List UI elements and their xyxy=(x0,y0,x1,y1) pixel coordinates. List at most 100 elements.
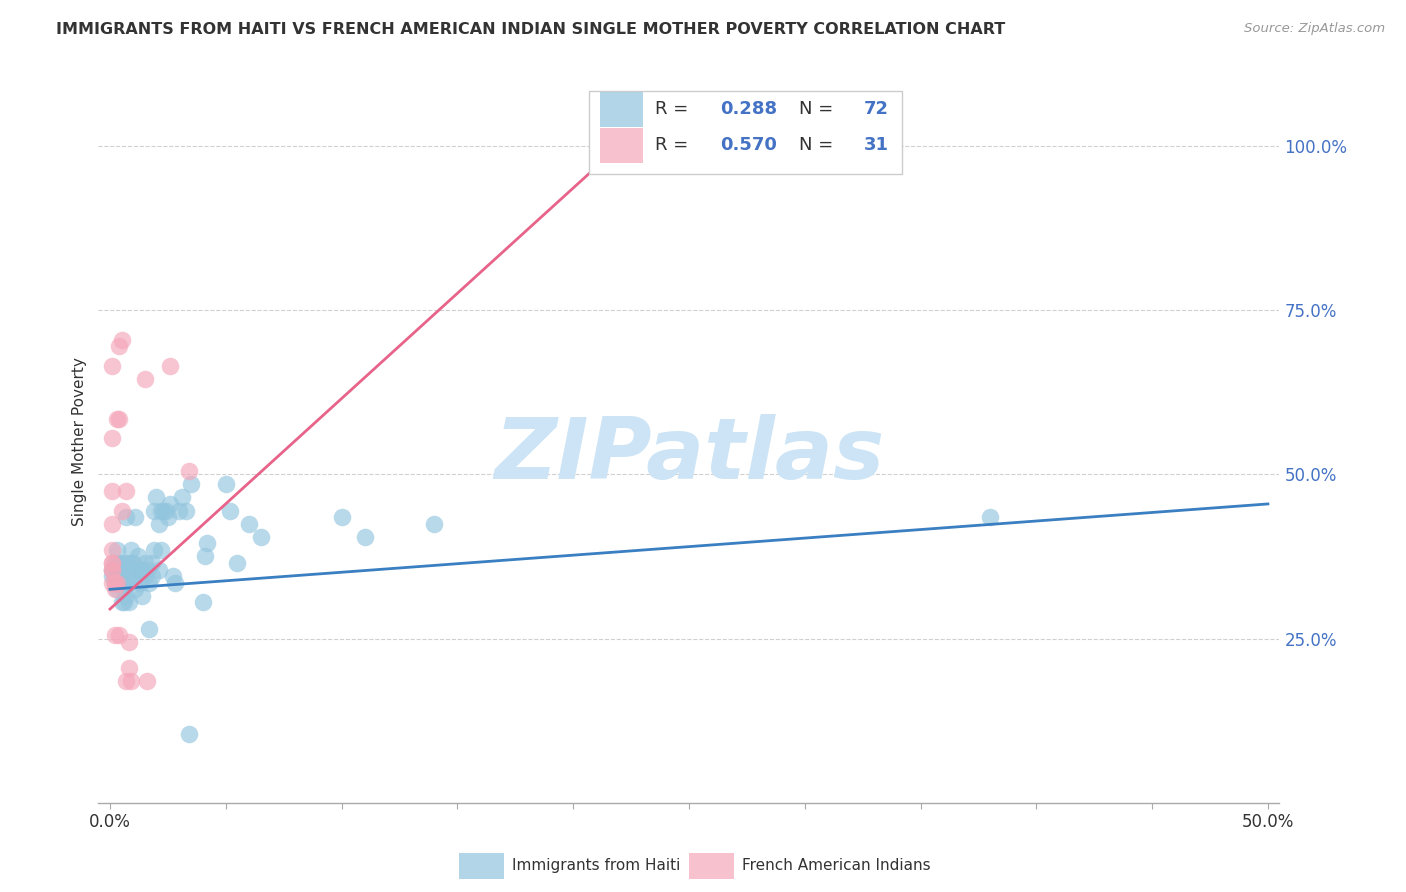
Point xyxy=(101,563,124,577)
Point xyxy=(117,661,139,675)
Point xyxy=(136,563,159,577)
Point xyxy=(105,582,128,597)
Point xyxy=(176,503,198,517)
Point xyxy=(108,556,131,570)
Point xyxy=(117,575,139,590)
Point xyxy=(101,569,124,583)
Bar xyxy=(689,854,734,879)
Point xyxy=(149,503,172,517)
Point xyxy=(127,563,149,577)
Text: French American Indians: French American Indians xyxy=(742,858,931,873)
Point xyxy=(104,628,127,642)
Point xyxy=(134,372,156,386)
Point xyxy=(194,549,217,564)
Point xyxy=(138,622,160,636)
Point xyxy=(115,510,138,524)
Point xyxy=(101,556,124,570)
Point xyxy=(108,575,131,590)
FancyBboxPatch shape xyxy=(589,91,901,174)
Text: R =: R = xyxy=(655,100,693,118)
Point xyxy=(129,575,152,590)
Point xyxy=(249,530,271,544)
Point xyxy=(122,569,145,583)
Point xyxy=(124,510,146,524)
Point xyxy=(127,549,149,564)
Point xyxy=(105,411,128,425)
Point xyxy=(101,516,124,531)
Point xyxy=(134,569,156,583)
Point xyxy=(104,556,127,570)
Text: N =: N = xyxy=(799,136,839,154)
Point xyxy=(330,510,353,524)
Text: Source: ZipAtlas.com: Source: ZipAtlas.com xyxy=(1244,22,1385,36)
Point xyxy=(131,563,153,577)
Point xyxy=(215,477,238,491)
Point xyxy=(138,575,160,590)
Point xyxy=(124,582,146,597)
Point xyxy=(148,563,170,577)
Point xyxy=(180,477,202,491)
Bar xyxy=(600,92,643,127)
Point xyxy=(177,727,200,741)
Point xyxy=(110,595,132,609)
Point xyxy=(169,503,191,517)
Y-axis label: Single Mother Poverty: Single Mother Poverty xyxy=(72,357,87,526)
Point xyxy=(423,516,446,531)
Point xyxy=(108,339,131,353)
Point xyxy=(159,359,181,373)
Point xyxy=(136,674,159,689)
Text: N =: N = xyxy=(799,100,839,118)
Point xyxy=(112,595,135,609)
Text: R =: R = xyxy=(655,136,693,154)
Point xyxy=(104,575,127,590)
Point xyxy=(195,536,218,550)
Point xyxy=(134,556,156,570)
Text: 0.570: 0.570 xyxy=(720,136,776,154)
Point xyxy=(163,575,186,590)
Text: Immigrants from Haiti: Immigrants from Haiti xyxy=(512,858,681,873)
Point xyxy=(122,556,145,570)
Point xyxy=(120,556,142,570)
Point xyxy=(191,595,214,609)
Point xyxy=(219,503,242,517)
Point xyxy=(131,589,153,603)
Point xyxy=(117,595,139,609)
Text: 72: 72 xyxy=(863,100,889,118)
Point xyxy=(101,359,124,373)
Point xyxy=(104,582,127,597)
Point xyxy=(149,542,172,557)
Point xyxy=(115,674,138,689)
Point xyxy=(152,503,174,517)
Text: 31: 31 xyxy=(863,136,889,154)
Point xyxy=(238,516,260,531)
Point xyxy=(145,491,167,505)
Point xyxy=(120,674,142,689)
Point xyxy=(108,411,131,425)
Point xyxy=(104,575,127,590)
Point xyxy=(104,575,127,590)
Point xyxy=(129,563,152,577)
Point xyxy=(108,569,131,583)
Point xyxy=(141,569,163,583)
Point xyxy=(170,491,193,505)
Bar xyxy=(600,128,643,162)
Point xyxy=(159,497,181,511)
Point xyxy=(110,503,132,517)
Point xyxy=(143,542,166,557)
Point xyxy=(148,516,170,531)
Bar xyxy=(458,854,503,879)
Point xyxy=(979,510,1001,524)
Text: ZIPatlas: ZIPatlas xyxy=(494,415,884,498)
Point xyxy=(110,575,132,590)
Point xyxy=(115,483,138,498)
Text: IMMIGRANTS FROM HAITI VS FRENCH AMERICAN INDIAN SINGLE MOTHER POVERTY CORRELATIO: IMMIGRANTS FROM HAITI VS FRENCH AMERICAN… xyxy=(56,22,1005,37)
Point xyxy=(609,139,631,153)
Point xyxy=(143,503,166,517)
Point xyxy=(115,589,138,603)
Point xyxy=(101,563,124,577)
Point xyxy=(162,569,184,583)
Point xyxy=(101,575,124,590)
Point xyxy=(104,569,127,583)
Point xyxy=(108,628,131,642)
Point xyxy=(110,333,132,347)
